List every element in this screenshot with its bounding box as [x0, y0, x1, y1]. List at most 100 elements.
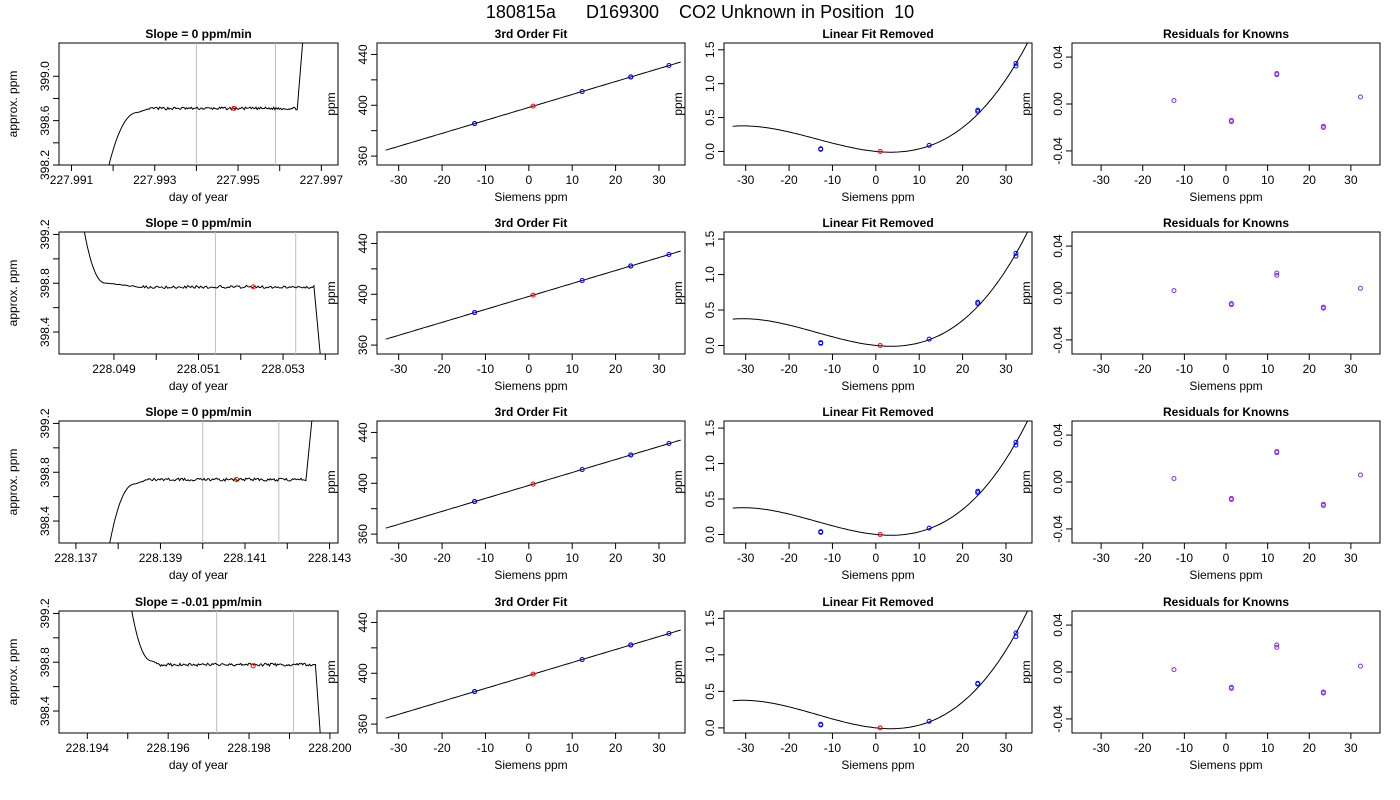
x-tick-label: -20 — [780, 741, 798, 755]
plot-area — [1171, 449, 1363, 508]
x-tick-label: -30 — [737, 741, 755, 755]
data-trace — [109, 421, 313, 543]
x-tick-label: 0 — [872, 173, 879, 187]
known-point — [628, 263, 634, 269]
y-axis-label: approx. ppm — [6, 260, 20, 327]
known-point — [975, 299, 981, 305]
plot-area — [385, 439, 681, 529]
residual-point — [1320, 124, 1326, 130]
panel-r1-slope: Slope = 0 ppm/min 227.991 227.993 227.995 22… — [6, 27, 343, 204]
panel-r4-lin: Linear Fit Removed -30 -20 -10 0 10 20 30 Siemen… — [671, 595, 1033, 772]
known-point — [666, 62, 672, 68]
x-tick-label: -10 — [477, 551, 495, 565]
y-tick-label: 399.0 — [38, 61, 52, 91]
known-point — [472, 310, 478, 316]
plot-frame — [1071, 231, 1381, 355]
known-point — [1013, 439, 1019, 445]
x-tick-label: 228.053 — [261, 362, 305, 376]
residual-point — [1357, 472, 1363, 478]
fit-curve — [385, 250, 681, 340]
plot-area — [732, 611, 1029, 731]
x-tick-label: 0 — [525, 173, 532, 187]
x-axis-label: Siemens ppm — [1189, 758, 1262, 772]
plot-frame — [376, 231, 686, 355]
y-tick-label: -0.04 — [1051, 326, 1065, 354]
panel-r1-res: Residuals for Knowns -30 -20 -10 0 10 20 30 Siem… — [1019, 27, 1381, 204]
y-tick-label: 400 — [356, 284, 370, 304]
y-tick-label: 399.2 — [38, 408, 52, 438]
y-tick-label: 400 — [356, 473, 370, 493]
x-tick-label: 10 — [1261, 551, 1275, 565]
y-tick-label: 1.0 — [703, 75, 717, 92]
x-tick-label: 30 — [999, 362, 1013, 376]
known-point — [666, 251, 672, 257]
panel-title: Residuals for Knowns — [1163, 405, 1289, 419]
x-tick-label: -10 — [477, 362, 495, 376]
x-axis-label: day of year — [169, 758, 228, 772]
x-tick-label: -10 — [1176, 741, 1194, 755]
y-tick-label: 0.0 — [703, 526, 717, 543]
y-axis-label: ppm — [671, 660, 685, 683]
plot-area — [83, 232, 321, 354]
x-tick-label: 10 — [1261, 362, 1275, 376]
x-tick-label: 20 — [1303, 173, 1317, 187]
x-tick-label: 30 — [1344, 173, 1358, 187]
residual-point — [1171, 97, 1177, 103]
x-tick-label: 20 — [1303, 362, 1317, 376]
x-tick-label: -30 — [1092, 741, 1110, 755]
x-tick-label: -20 — [1134, 741, 1152, 755]
fit-curve — [732, 232, 1029, 347]
panel-r1-lin: Linear Fit Removed -30 -20 -10 0 10 20 30 Siemen… — [671, 27, 1033, 204]
panel-r4-slope: Slope = -0.01 ppm/min 228.194 228.196 228.1… — [6, 595, 352, 772]
panel-r4-res: Residuals for Knowns -30 -20 -10 0 10 20 30 Siem… — [1019, 595, 1381, 772]
residual-point — [1171, 288, 1177, 294]
x-tick-label: -30 — [1092, 362, 1110, 376]
y-axis-label: ppm — [324, 92, 338, 115]
x-tick-label: 20 — [609, 173, 623, 187]
x-tick-label: 0 — [872, 741, 879, 755]
x-tick-label: 30 — [652, 551, 666, 565]
x-tick-label: 0 — [872, 362, 879, 376]
y-axis-label: ppm — [671, 92, 685, 115]
data-trace — [83, 232, 321, 354]
plot-frame — [58, 610, 339, 734]
y-tick-label: 440 — [356, 422, 370, 442]
known-point — [666, 630, 672, 636]
plot-frame — [1071, 42, 1381, 166]
x-tick-label: 0 — [1223, 173, 1230, 187]
y-tick-label: 398.2 — [38, 150, 52, 180]
known-point — [926, 336, 932, 342]
known-point — [579, 657, 585, 663]
x-tick-label: 20 — [1303, 551, 1317, 565]
panel-title: Linear Fit Removed — [822, 216, 933, 230]
plot-frame — [376, 420, 686, 544]
x-tick-label: 20 — [956, 551, 970, 565]
panel-r2-res: Residuals for Knowns -30 -20 -10 0 10 20 30 Siem… — [1019, 216, 1381, 393]
x-tick-label: 228.198 — [227, 741, 271, 755]
y-tick-label: 398.4 — [38, 506, 52, 536]
x-tick-label: 228.143 — [308, 551, 352, 565]
y-axis-label: ppm — [1019, 660, 1033, 683]
x-tick-label: 10 — [566, 173, 580, 187]
y-axis-label: ppm — [671, 281, 685, 304]
y-axis-label: approx. ppm — [6, 639, 20, 706]
y-tick-label: 0.04 — [1051, 45, 1065, 69]
panel-r1-fit: 3rd Order Fit -30 -20 -10 0 10 20 30 Siemens ppm… — [324, 27, 686, 204]
x-tick-label: -20 — [780, 551, 798, 565]
y-tick-label: 0.04 — [1051, 234, 1065, 258]
panel-title: Slope = -0.01 ppm/min — [135, 595, 262, 609]
y-tick-label: -0.04 — [1051, 705, 1065, 733]
y-tick-label: 360 — [356, 714, 370, 734]
x-tick-label: -30 — [1092, 173, 1110, 187]
known-point — [818, 721, 824, 727]
unknown-marker — [234, 477, 240, 483]
x-tick-label: 30 — [999, 173, 1013, 187]
x-tick-label: -30 — [390, 741, 408, 755]
residual-point — [1228, 685, 1234, 691]
x-axis-label: Siemens ppm — [1189, 568, 1262, 582]
y-tick-label: 398.8 — [38, 457, 52, 487]
y-tick-label: 398.4 — [38, 696, 52, 726]
known-point — [818, 146, 824, 152]
x-tick-label: 227.993 — [133, 173, 177, 187]
x-tick-label: 30 — [1344, 362, 1358, 376]
